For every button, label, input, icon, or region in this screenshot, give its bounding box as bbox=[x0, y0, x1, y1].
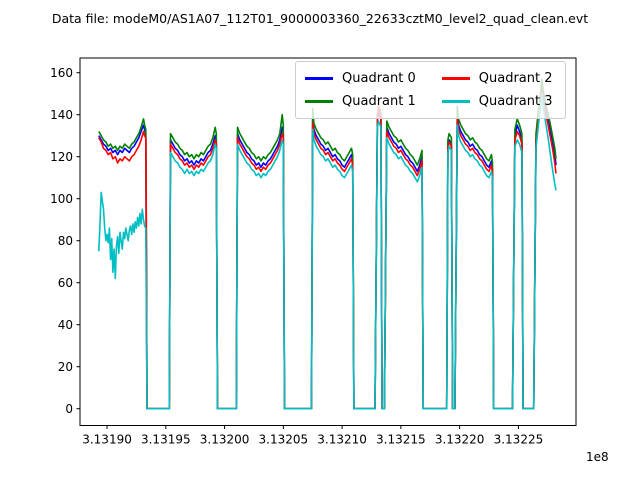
series-line-quadrant-0 bbox=[98, 84, 557, 410]
legend-item-quadrant-3: Quadrant 3 bbox=[441, 90, 553, 113]
legend-line-swatch-quadrant-3 bbox=[441, 100, 470, 103]
x-tick-label: 3.13205 bbox=[259, 433, 309, 447]
legend-label-quadrant-2: Quadrant 2 bbox=[478, 71, 553, 86]
legend-label-quadrant-3: Quadrant 3 bbox=[478, 94, 553, 109]
x-tick-label: 3.13225 bbox=[494, 433, 544, 447]
series-line-quadrant-3 bbox=[98, 92, 557, 410]
series-line-quadrant-1 bbox=[98, 78, 557, 410]
y-tick-label: 120 bbox=[50, 150, 73, 164]
legend-line-swatch-quadrant-2 bbox=[441, 77, 470, 80]
y-tick-label: 20 bbox=[58, 360, 73, 374]
legend: Quadrant 0 Quadrant 1 Quadrant 2 Quadrant 3 bbox=[295, 61, 566, 119]
y-tick-label: 40 bbox=[58, 318, 73, 332]
x-tick-label: 3.13210 bbox=[317, 433, 367, 447]
legend-item-quadrant-2: Quadrant 2 bbox=[441, 67, 553, 90]
y-tick-label: 0 bbox=[65, 402, 73, 416]
y-tick-label: 160 bbox=[50, 66, 73, 80]
y-tick-label: 100 bbox=[50, 192, 73, 206]
legend-item-quadrant-1: Quadrant 1 bbox=[305, 90, 416, 113]
plot-frame bbox=[79, 57, 577, 426]
x-tick-label: 3.13190 bbox=[82, 433, 132, 447]
x-tick-label: 3.13200 bbox=[200, 433, 250, 447]
x-tick-label: 3.13195 bbox=[141, 433, 191, 447]
legend-line-swatch-quadrant-0 bbox=[305, 77, 333, 80]
legend-label-quadrant-0: Quadrant 0 bbox=[342, 71, 416, 86]
x-tick-label: 3.13215 bbox=[376, 433, 426, 447]
legend-item-quadrant-0: Quadrant 0 bbox=[305, 67, 416, 90]
series-line-quadrant-2 bbox=[98, 88, 557, 410]
figure-title: Data file: modeM0/AS1A07_112T01_90000033… bbox=[51, 11, 589, 26]
y-tick-label: 60 bbox=[58, 276, 73, 290]
legend-label-quadrant-1: Quadrant 1 bbox=[342, 94, 416, 109]
x-axis-offset-label: 1e8 bbox=[586, 450, 609, 464]
legend-line-swatch-quadrant-1 bbox=[305, 100, 333, 103]
y-tick-label: 140 bbox=[50, 108, 73, 122]
y-tick-label: 80 bbox=[58, 234, 73, 248]
x-tick-label: 3.13220 bbox=[435, 433, 485, 447]
